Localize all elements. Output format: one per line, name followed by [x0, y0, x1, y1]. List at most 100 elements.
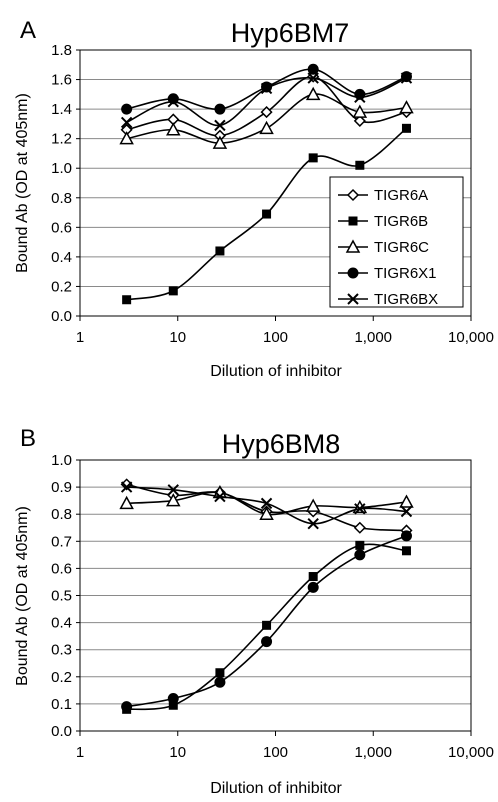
series-tigr6bx-point: [260, 82, 273, 95]
series-b-x-point: [260, 497, 273, 510]
series-tigr6b-point: [122, 295, 132, 305]
series-b-square-point: [215, 668, 225, 678]
series-b-circle-point: [167, 692, 179, 704]
y-tick-label: 0.8: [51, 506, 72, 523]
y-tick-label: 0.0: [51, 723, 72, 740]
series-b-circle-point: [354, 549, 366, 561]
series-tigr6c-point: [166, 122, 181, 136]
legend-tigr6x1-marker: [347, 267, 359, 279]
series-tigr6b-point: [262, 209, 272, 219]
legend-tigr6b-label: TIGR6B: [374, 213, 428, 230]
series-tigr6x1-point: [307, 63, 319, 75]
panel-b: B Hyp6BM8 0.0 0.1 0.2 0.3 0.4 0.5 0.6 0.7 0.8 0.9…: [14, 425, 494, 797]
chart-title-a: Hyp6BM7: [231, 18, 350, 48]
series-tigr6c-point: [352, 104, 368, 118]
y-tick-label: 0.3: [51, 642, 72, 659]
series-b-triangle-point: [166, 493, 181, 507]
y-tick-label: 0.8: [51, 190, 72, 207]
chart-title-b: Hyp6BM8: [222, 429, 341, 459]
series-tigr6c-point: [259, 120, 274, 135]
y-tick-label: 0.1: [51, 696, 72, 713]
series-tigr6b-point: [168, 286, 178, 296]
series-a: [119, 63, 414, 305]
legend-tigr6a-label: TIGR6A: [374, 187, 428, 204]
series-tigr6bx-point: [354, 91, 366, 103]
legend-tigr6bx-label: TIGR6BX: [374, 291, 438, 308]
series-tigr6bx-point: [167, 96, 179, 108]
gridlines-a: [80, 79, 471, 287]
y-axis-label-a: Bound Ab (OD at 405nm): [14, 93, 31, 273]
series-tigr6x1-point: [214, 103, 226, 115]
x-ticks-a: 1 10 100 1,000 10,000: [76, 316, 494, 346]
series-b-circle-point: [214, 676, 226, 688]
series-tigr6c-point: [212, 135, 228, 149]
x-tick-label: 10,000: [448, 744, 494, 761]
y-tick-label: 0.4: [51, 249, 72, 266]
y-tick-label: 0.6: [51, 219, 72, 236]
series-b-x-point: [354, 503, 366, 515]
series-tigr6bx-point: [120, 116, 133, 129]
y-tick-label: 1.2: [51, 131, 72, 148]
y-tick-label: 1.6: [51, 72, 72, 89]
series-tigr6c-point: [305, 86, 321, 101]
x-ticks-b: 1 10 100 1,000 10,000: [76, 731, 494, 761]
series-b-triangle-point: [119, 495, 134, 510]
series-tigr6b-point: [401, 123, 411, 133]
series-b-x-point: [400, 505, 413, 518]
series-b-x-point: [167, 484, 179, 496]
x-tick-label: 100: [263, 744, 288, 761]
panel-label-b: B: [20, 425, 36, 452]
panel-label-a: A: [20, 17, 36, 44]
x-tick-label: 1,000: [354, 329, 392, 346]
series-b-circle-point: [400, 530, 412, 542]
series-tigr6bx-point: [214, 119, 226, 132]
series-b-x-point: [307, 517, 319, 530]
legend-tigr6c-label: TIGR6C: [374, 239, 429, 256]
y-tick-label: 0.6: [51, 560, 72, 577]
y-tick-label: 1.0: [51, 452, 72, 469]
y-axis-label-b: Bound Ab (OD at 405nm): [14, 506, 31, 686]
legend-tigr6a-marker: [346, 188, 360, 202]
series-tigr6b-point: [215, 246, 225, 256]
series-tigr6a-point: [260, 106, 273, 119]
series-tigr6a-point: [353, 114, 366, 127]
x-tick-label: 10: [169, 329, 186, 346]
x-tick-label: 1: [76, 329, 84, 346]
x-tick-label: 100: [263, 329, 288, 346]
series-b-square-point: [168, 700, 178, 710]
series-b-square-point: [308, 572, 318, 582]
series-tigr6bx-point: [307, 72, 319, 84]
legend-tigr6c-marker: [345, 239, 361, 253]
series-b-square-point: [355, 540, 365, 550]
series-b-x-point: [120, 481, 133, 493]
series-tigr6x1-point: [121, 103, 133, 115]
series-b-triangle-point: [305, 498, 321, 512]
series-b-circle-point: [261, 636, 273, 648]
series-b-x-point: [214, 490, 226, 503]
series-b-triangle-point: [259, 506, 274, 520]
y-tick-label: 0.0: [51, 308, 72, 325]
series-tigr6b-point: [308, 153, 318, 163]
series-b-square-point: [262, 620, 272, 630]
series-b-circle-point: [307, 581, 319, 593]
y-tick-label: 0.4: [51, 615, 72, 632]
y-tick-label: 0.5: [51, 588, 72, 605]
y-ticks-b: 0.0 0.1 0.2 0.3 0.4 0.5 0.6 0.7 0.8 0.9 1.0: [51, 452, 80, 740]
legend-tigr6b-marker: [348, 216, 358, 226]
series-b-triangle-point: [399, 494, 414, 508]
x-tick-label: 1,000: [354, 744, 392, 761]
series-tigr6c-point: [119, 131, 134, 145]
x-axis-label-b: Dilution of inhibitor: [210, 780, 342, 797]
y-tick-label: 1.8: [51, 42, 72, 59]
x-tick-label: 10,000: [448, 329, 494, 346]
legend-tigr6x1-label: TIGR6X1: [374, 265, 437, 282]
y-tick-label: 0.2: [51, 669, 72, 686]
series-b-diamond-point: [353, 521, 366, 534]
x-axis-label-a: Dilution of inhibitor: [210, 363, 342, 380]
y-tick-label: 0.7: [51, 533, 72, 550]
y-ticks-a: 0.0 0.2 0.4 0.6 0.8 1.0 1.2 1.4 1.6 1.8: [51, 42, 80, 325]
y-tick-label: 1.4: [51, 101, 72, 118]
y-tick-label: 0.2: [51, 278, 72, 295]
series-b-square-point: [401, 546, 411, 556]
